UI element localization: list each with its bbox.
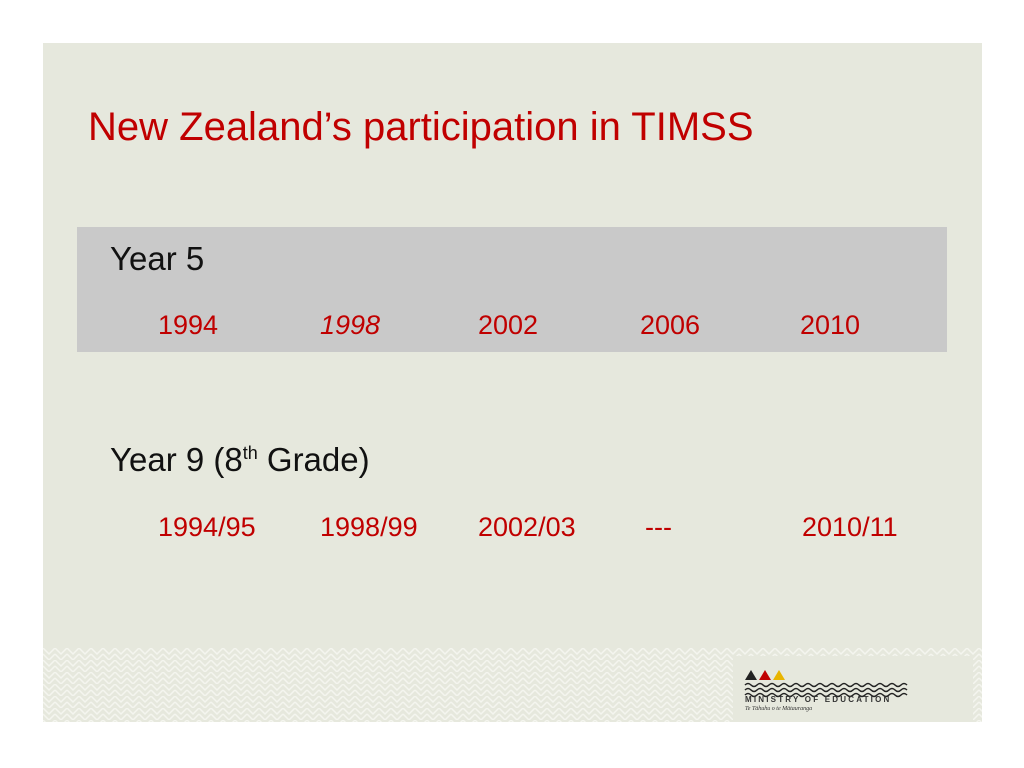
heading-text: Year 9 (8	[110, 441, 243, 478]
section-heading: Year 9 (8th Grade)	[110, 441, 370, 479]
year-item: ---	[645, 512, 672, 542]
slide-title: New Zealand’s participation in TIMSS	[88, 105, 754, 149]
year-item: 2010/11	[802, 512, 898, 542]
highlight-band	[77, 227, 947, 352]
year-item: 2006	[640, 310, 701, 340]
year-item: 1994	[158, 310, 219, 340]
logo-subtitle: Te Tāhuhu o te Mātauranga	[745, 706, 813, 712]
year-item: 2002/03	[478, 512, 576, 542]
slide: New Zealand’s participation in TIMSS Yea…	[43, 43, 982, 722]
superscript: th	[242, 443, 258, 463]
logo-name: MINISTRY OF EDUCATION	[745, 695, 892, 704]
year-item: 1994/95	[158, 512, 256, 542]
heading-text: Grade)	[257, 441, 370, 478]
year-item: 2002	[478, 310, 539, 340]
pattern-band	[43, 648, 982, 722]
year-item: 1998	[320, 310, 381, 340]
year-item: 2010	[800, 310, 861, 340]
year-item: 1998/99	[320, 512, 418, 542]
section-heading: Year 5	[110, 240, 205, 277]
